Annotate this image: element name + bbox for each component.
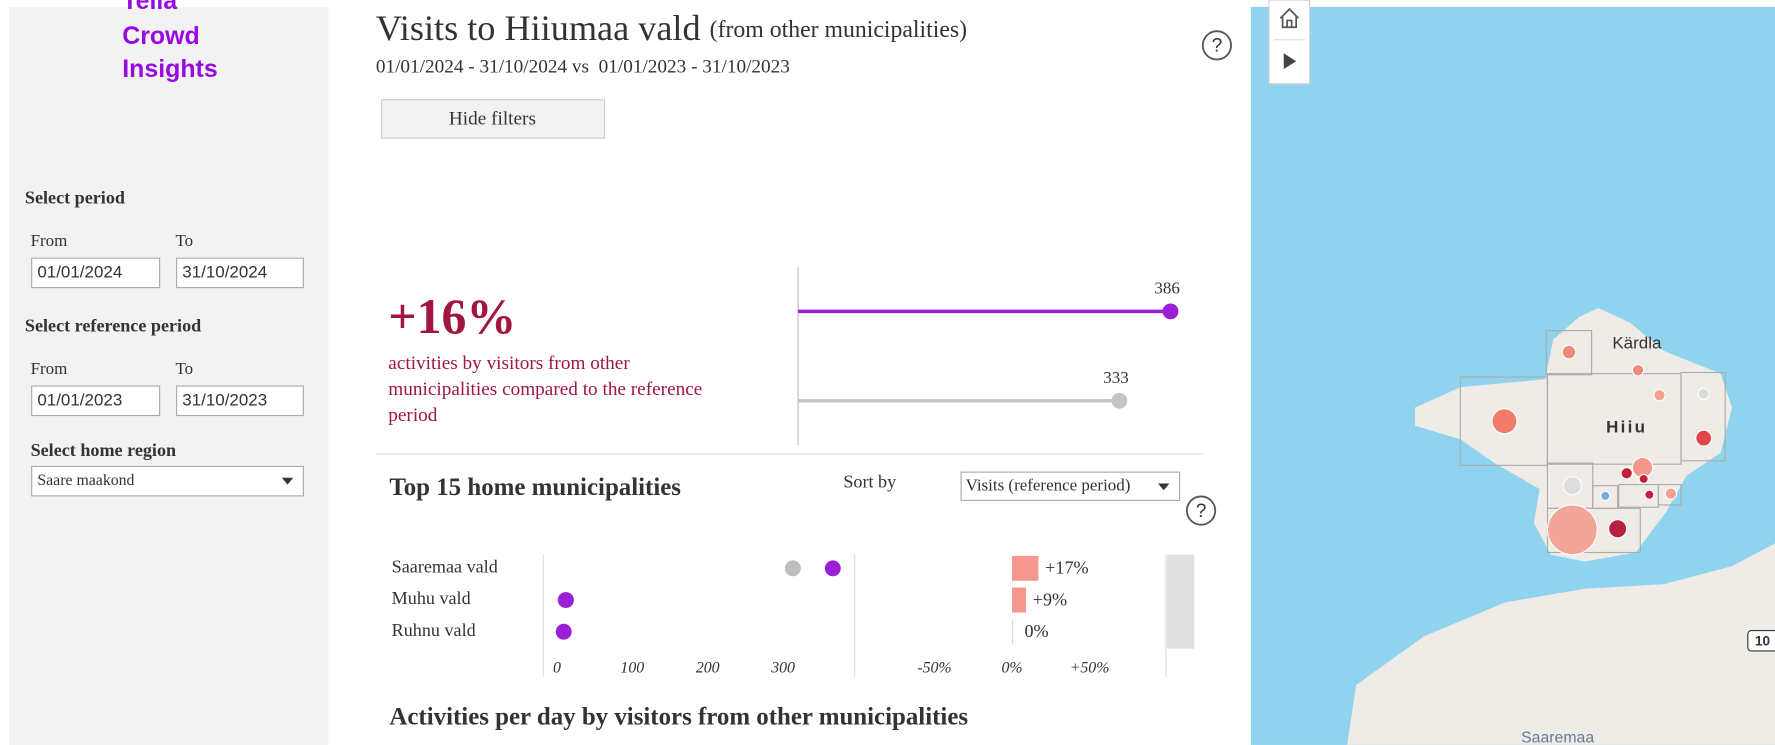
play-button[interactable]: [1283, 53, 1297, 70]
filter-label: Select period: [25, 187, 125, 207]
help-icon: ?: [1196, 501, 1207, 522]
hide-filters-button[interactable]: [380, 99, 606, 139]
x-tick-label: 0%: [1001, 660, 1022, 677]
x-tick-label: +50%: [1070, 660, 1110, 677]
value-label: 0%: [1024, 621, 1048, 641]
dot: [824, 560, 841, 577]
grid-cell: [1657, 484, 1682, 506]
map-bubble: [1491, 408, 1518, 435]
section-title: Activities per day by visitors from othe…: [389, 704, 968, 731]
scrollbar[interactable]: [1167, 554, 1195, 649]
kpi-description: municipalities compared to the reference: [388, 379, 702, 400]
value-label: 386: [1154, 279, 1179, 298]
date-input[interactable]: [31, 385, 161, 417]
kpi-value: +16%: [388, 289, 516, 344]
date-input[interactable]: [176, 385, 304, 417]
help-button[interactable]: [1186, 495, 1217, 526]
title-suffix: (from other municipalities): [710, 17, 967, 43]
dot: [555, 623, 572, 640]
filter-label: Select reference period: [25, 315, 201, 335]
to-label: To: [175, 359, 193, 378]
map-bubble: [1600, 490, 1611, 501]
value-label: 333: [1103, 368, 1128, 387]
x-tick-label: 0: [553, 660, 561, 677]
to-label: To: [175, 231, 193, 250]
from-label: From: [31, 359, 68, 378]
map-bubble: [1620, 467, 1633, 480]
road-sign: [1747, 630, 1775, 652]
road-number: 10: [1755, 634, 1770, 649]
from-label: From: [31, 231, 68, 250]
map[interactable]: Kärdla Hiiu Saaremaa 10: [1250, 0, 1775, 745]
map-bubble: [1653, 388, 1666, 402]
category-label: Saaremaa vald: [392, 556, 498, 576]
date-input[interactable]: [176, 257, 304, 289]
grid-cell: [1545, 330, 1593, 376]
dot: [558, 592, 574, 608]
map-bubble: [1697, 387, 1710, 401]
place-label: Hiiu: [1606, 417, 1647, 436]
place-label: Saaremaa: [1521, 729, 1594, 745]
category-label: Ruhnu vald: [392, 620, 476, 640]
section-title: Top 15 home municipalities: [389, 474, 681, 501]
value-label: +9%: [1033, 589, 1067, 609]
kpi-description: period: [388, 405, 438, 426]
category-label: Muhu vald: [392, 588, 471, 608]
place-label: Kärdla: [1612, 334, 1662, 353]
map-controls: [1268, 0, 1311, 85]
date-input[interactable]: [31, 257, 161, 289]
lollipop-dot: [1111, 392, 1128, 409]
sidebar: [9, 6, 329, 745]
title: Visits to Hiiumaa vald: [376, 8, 701, 48]
button-label: Hide filters: [449, 108, 536, 129]
lollipop-dot: [1162, 303, 1179, 320]
map-bubble: [1664, 487, 1678, 500]
brand: Crowd: [122, 22, 199, 50]
value-label: +17%: [1045, 558, 1088, 578]
home-button[interactable]: [1279, 7, 1300, 29]
dropdown-value: Visits (reference period): [966, 476, 1131, 495]
date-value: 31/10/2024: [182, 262, 267, 281]
help-button[interactable]: [1201, 30, 1232, 61]
grid-cell: [1680, 371, 1726, 462]
map-bubble: [1546, 504, 1598, 556]
x-tick-label: 200: [696, 660, 720, 677]
brand: Insights: [122, 55, 217, 83]
x-tick-label: -50%: [917, 660, 951, 677]
map-bubble: [1561, 344, 1577, 360]
date-value: 31/10/2023: [182, 390, 267, 409]
top15-chart: Saaremaa vald Muhu vald Ruhnu vald 0 100 200 3…: [392, 554, 1167, 678]
summary-chart: 386 333: [797, 267, 1180, 445]
period-text: 01/01/2024 - 31/10/2024 vs 01/01/2023 - …: [376, 56, 790, 77]
change-bar: [1012, 555, 1039, 581]
page-title: Visits to Hiiumaa vald (from other munic…: [376, 8, 967, 48]
change-bar: [1012, 587, 1026, 613]
map-bubble: [1562, 476, 1582, 496]
map-bubble: [1638, 473, 1649, 485]
x-tick-label: 100: [620, 660, 644, 677]
date-value: 01/01/2023: [37, 390, 122, 409]
sort-dropdown[interactable]: [960, 471, 1181, 501]
x-tick-label: 300: [770, 660, 795, 677]
map-bubble: [1631, 364, 1645, 377]
sort-label: Sort by: [843, 472, 896, 492]
dropdown-value: Saare maakond: [37, 472, 134, 489]
help-icon: ?: [1212, 36, 1223, 57]
map-bubble: [1695, 429, 1713, 447]
island: [1347, 543, 1775, 745]
change-bar: [1012, 619, 1014, 645]
dropdown-arrow: [281, 477, 294, 485]
date-value: 01/01/2024: [37, 262, 122, 281]
kpi-description: activities by visitors from other: [388, 353, 630, 374]
map-bubble: [1644, 489, 1655, 500]
dot: [784, 560, 801, 577]
filter-label: Select home region: [31, 440, 177, 460]
map-bubble: [1608, 519, 1628, 539]
brand: Telia: [122, 0, 177, 15]
dropdown-arrow: [1158, 483, 1170, 491]
region-dropdown[interactable]: [31, 465, 304, 497]
